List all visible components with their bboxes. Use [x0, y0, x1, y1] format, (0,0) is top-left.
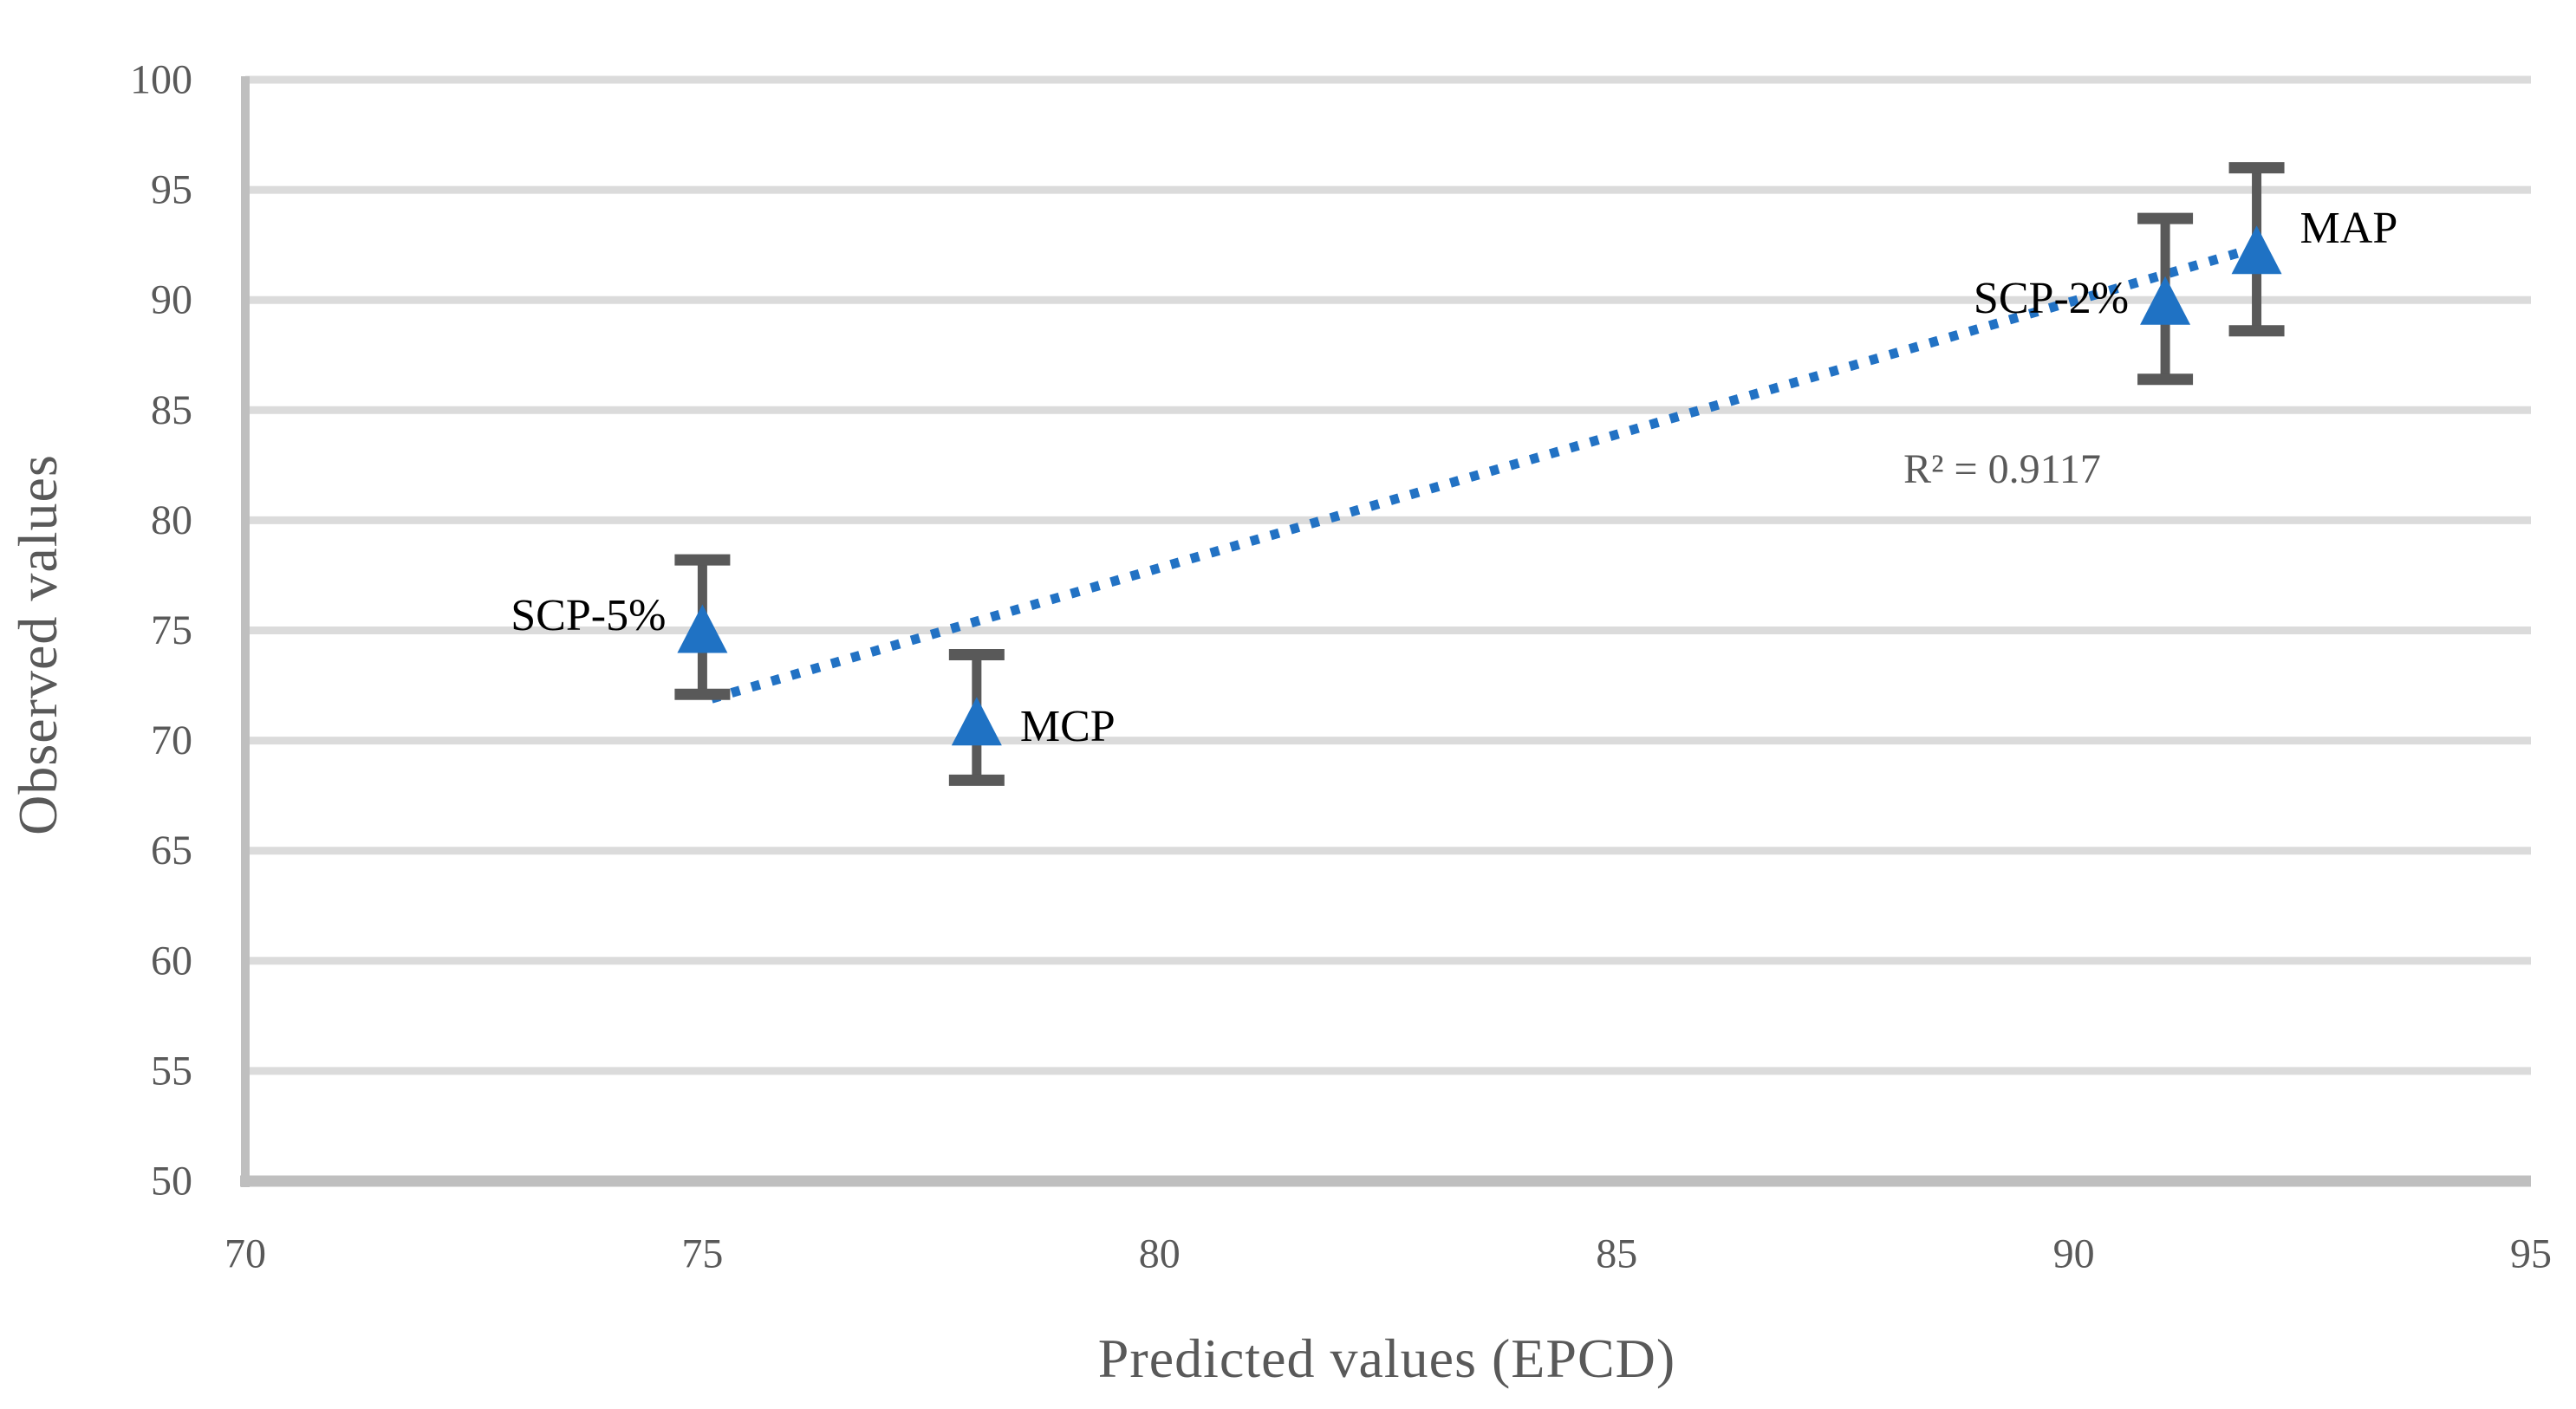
point-label-SCP-5%: SCP-5% [511, 591, 666, 640]
point-label-MAP: MAP [2300, 204, 2398, 253]
y-tick-label-95: 95 [151, 167, 192, 213]
x-tick-label-75: 75 [681, 1231, 723, 1277]
r-squared-annotation: R² = 0.9117 [1903, 446, 2101, 492]
y-tick-label-80: 80 [151, 497, 192, 543]
data-point-marker-MCP [951, 697, 1002, 746]
y-tick-label-65: 65 [151, 828, 192, 873]
y-tick-label-90: 90 [151, 277, 192, 323]
x-tick-label-80: 80 [1139, 1231, 1181, 1277]
x-tick-label-95: 95 [2510, 1231, 2552, 1277]
point-label-SCP-2%: SCP-2% [1974, 274, 2129, 323]
y-tick-label-55: 55 [151, 1048, 192, 1094]
x-tick-label-85: 85 [1596, 1231, 1637, 1277]
data-point-marker-SCP-5% [677, 604, 728, 653]
y-tick-label-60: 60 [151, 938, 192, 984]
x-tick-label-90: 90 [2053, 1231, 2095, 1277]
y-tick-label-50: 50 [151, 1159, 192, 1204]
data-point-marker-MAP [2231, 225, 2282, 275]
x-axis-title: Predicted values (EPCD) [1097, 1328, 1676, 1389]
y-tick-label-85: 85 [151, 387, 192, 433]
data-point-marker-SCP-2% [2140, 276, 2191, 325]
y-tick-label-70: 70 [151, 717, 192, 763]
point-label-MCP: MCP [1020, 702, 1116, 751]
y-axis-title: Observed values [7, 454, 68, 835]
x-tick-label-70: 70 [224, 1231, 266, 1277]
y-tick-label-75: 75 [151, 607, 192, 653]
y-tick-label-100: 100 [130, 57, 192, 103]
